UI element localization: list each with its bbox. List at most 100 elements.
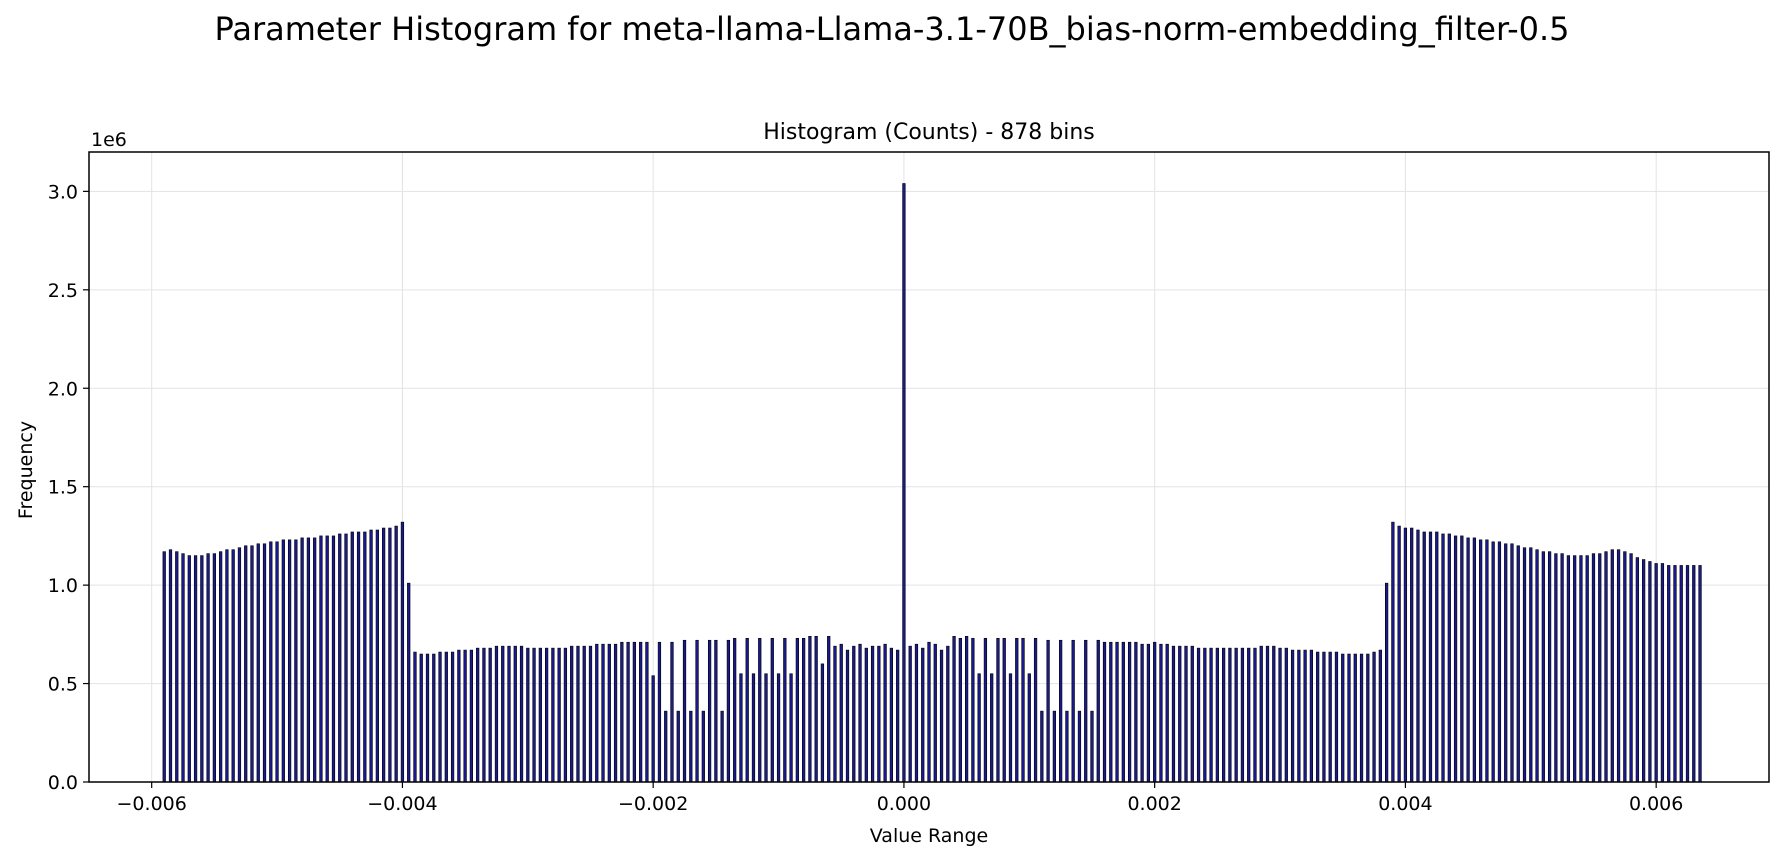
histogram-bar <box>1184 645 1188 783</box>
histogram-bar <box>1516 545 1520 783</box>
histogram-bar <box>476 647 480 783</box>
histogram-bar <box>795 637 799 783</box>
histogram-bar <box>501 645 505 783</box>
histogram-bar <box>1159 643 1163 783</box>
histogram-bar <box>1215 647 1219 783</box>
figure-suptitle: Parameter Histogram for meta-llama-Llama… <box>214 10 1570 48</box>
histogram-bar <box>1504 543 1508 783</box>
histogram-bar <box>877 645 881 783</box>
histogram-bar <box>1485 539 1489 783</box>
histogram-bar <box>1008 673 1013 783</box>
histogram-bar <box>1491 541 1495 783</box>
histogram-bar <box>425 653 430 783</box>
histogram-bar <box>933 643 937 783</box>
histogram-bar <box>1209 647 1213 783</box>
histogram-bar <box>971 637 975 783</box>
histogram-bar <box>1497 541 1502 783</box>
histogram-bar <box>776 673 781 783</box>
histogram-bar <box>413 651 417 783</box>
histogram-bar <box>356 531 361 783</box>
histogram-bar <box>1196 647 1201 783</box>
histogram-bar <box>1397 525 1401 783</box>
histogram-bar <box>526 647 530 783</box>
histogram-bar <box>1341 653 1345 783</box>
histogram-bar <box>1253 647 1257 783</box>
histogram-bar <box>1616 549 1621 783</box>
histogram-bar <box>1679 565 1683 783</box>
y-tick-label: 0.0 <box>48 772 78 794</box>
histogram-bar <box>570 645 574 783</box>
histogram-bar <box>444 651 448 783</box>
histogram-bar <box>162 551 166 783</box>
histogram-bar <box>1410 527 1414 783</box>
histogram-bar <box>914 643 919 783</box>
histogram-bar <box>1102 641 1107 783</box>
histogram-bar <box>1554 553 1558 783</box>
histogram-bar <box>1109 641 1113 783</box>
histogram-bar <box>632 641 636 783</box>
histogram-bar <box>908 645 912 783</box>
histogram-bar <box>695 639 699 783</box>
histogram-bar <box>588 645 593 783</box>
histogram-bar <box>551 647 555 783</box>
histogram-bar <box>294 539 298 783</box>
histogram-bar <box>287 539 292 783</box>
histogram-bar <box>1541 551 1545 783</box>
histogram-bar <box>701 710 705 783</box>
histogram-bar <box>1059 639 1063 783</box>
histogram-bar <box>1297 649 1301 783</box>
histogram-bar <box>870 645 875 783</box>
histogram-bar <box>1535 549 1539 783</box>
histogram-bar <box>839 643 843 783</box>
histogram-bar <box>845 649 850 783</box>
histogram-bar <box>1604 551 1608 783</box>
histogram-bar <box>946 645 950 783</box>
histogram-bar <box>1222 647 1226 783</box>
histogram-bar <box>1309 649 1314 783</box>
histogram-bar <box>958 637 962 783</box>
histogram-bar <box>651 675 655 783</box>
histogram-bar <box>939 649 944 783</box>
histogram-bar <box>682 639 687 783</box>
histogram-bar <box>1660 563 1665 783</box>
histogram-bar <box>231 549 235 783</box>
histogram-bar <box>1140 643 1144 783</box>
histogram-bar <box>1447 533 1451 783</box>
histogram-bar <box>219 551 223 783</box>
x-axis-label: Value Range <box>870 825 988 847</box>
histogram-bar <box>388 527 392 783</box>
histogram-bar <box>1203 647 1207 783</box>
histogram-bar <box>670 641 674 783</box>
histogram-bar <box>595 643 599 783</box>
histogram-bar <box>1046 639 1050 783</box>
histogram-bar <box>382 527 386 783</box>
histogram-bar <box>852 645 856 783</box>
histogram-bar <box>582 645 586 783</box>
x-tick-label: 0.000 <box>877 793 931 815</box>
histogram-bar <box>1040 710 1044 783</box>
histogram-bar <box>1510 543 1514 783</box>
histogram-bar <box>733 637 737 783</box>
histogram-bar <box>1422 531 1426 783</box>
histogram-bar <box>1265 645 1270 783</box>
histogram-bar <box>1648 561 1652 783</box>
histogram-bar <box>1372 651 1376 783</box>
histogram-bar <box>601 643 605 783</box>
histogram-bar <box>200 555 204 783</box>
histogram-bar <box>1090 710 1094 783</box>
histogram-bar <box>820 663 825 783</box>
histogram-bars <box>162 183 1702 783</box>
histogram-bar <box>469 649 474 783</box>
histogram-bar <box>764 673 768 783</box>
histogram-bar <box>789 673 793 783</box>
histogram-bar <box>344 533 348 783</box>
y-axis-label: Frequency <box>15 421 37 519</box>
histogram-bar <box>1052 710 1056 783</box>
histogram-bar <box>902 183 906 783</box>
histogram-bar <box>1428 531 1433 783</box>
x-tick-label: 0.002 <box>1127 793 1181 815</box>
histogram-bar <box>313 537 317 783</box>
histogram-bar <box>1234 647 1238 783</box>
histogram-bar <box>1134 641 1138 783</box>
